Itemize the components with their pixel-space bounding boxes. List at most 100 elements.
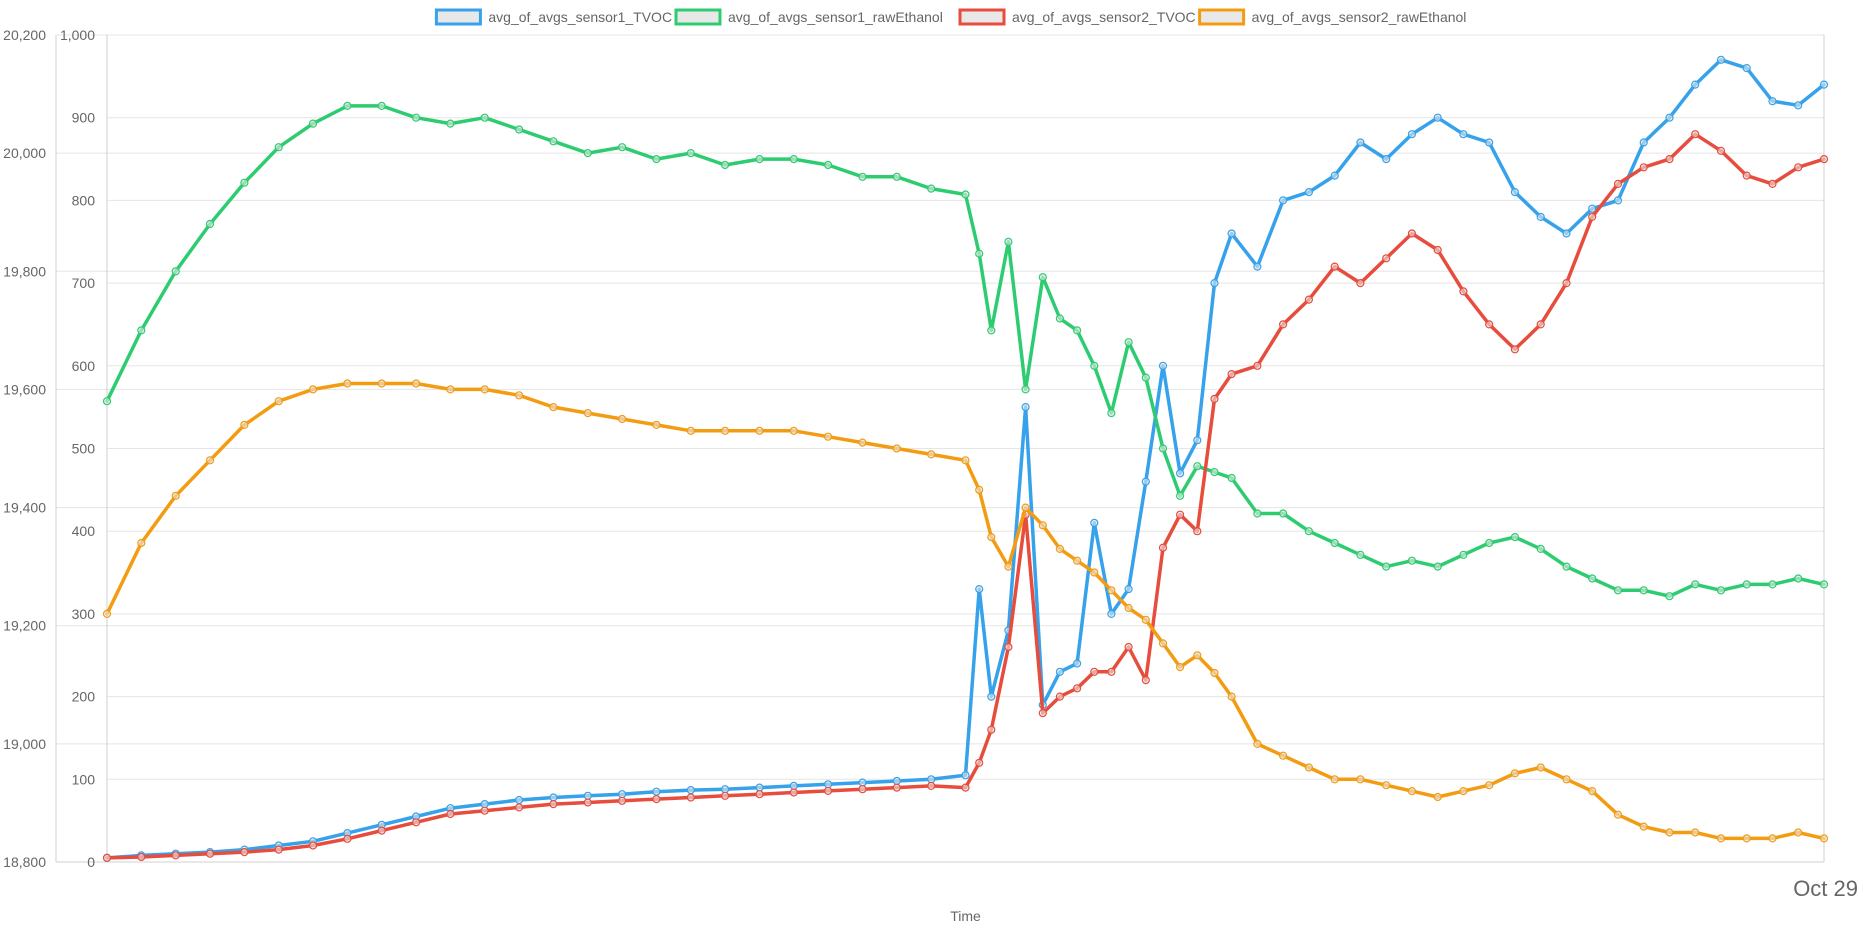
series-3-point-21[interactable]: [823, 432, 833, 441]
series-2-point-41[interactable]: [1227, 370, 1236, 379]
series-0-point-61[interactable]: [1742, 63, 1751, 73]
series-3-point-34[interactable]: [1107, 586, 1116, 595]
series-3-point-60[interactable]: [1716, 834, 1726, 843]
series-1-point-12[interactable]: [514, 125, 524, 134]
series-3-point-32[interactable]: [1072, 556, 1082, 565]
series-2-point-60[interactable]: [1716, 146, 1726, 155]
series-1-point-42[interactable]: [1253, 509, 1262, 518]
series-0-point-13[interactable]: [549, 793, 558, 802]
series-1-point-21[interactable]: [823, 160, 833, 170]
series-3-point-55[interactable]: [1588, 786, 1597, 796]
series-0-point-19[interactable]: [755, 783, 764, 792]
series-1-point-36[interactable]: [1141, 373, 1150, 382]
series-3-point-52[interactable]: [1510, 769, 1520, 778]
series-3-point-23[interactable]: [892, 444, 901, 453]
series-3-point-63[interactable]: [1794, 828, 1803, 837]
series-2-point-21[interactable]: [823, 786, 833, 796]
series-3-point-35[interactable]: [1124, 603, 1133, 613]
series-0-point-64[interactable]: [1819, 80, 1829, 89]
series-3-point-62[interactable]: [1768, 834, 1777, 843]
series-3-point-13[interactable]: [549, 403, 558, 412]
series-0-point-36[interactable]: [1141, 477, 1150, 486]
series-1-point-48[interactable]: [1407, 556, 1417, 565]
series-3-point-64[interactable]: [1819, 834, 1829, 843]
series-1-point-51[interactable]: [1485, 538, 1494, 548]
series-3-point-5[interactable]: [274, 397, 283, 406]
series-0-point-24[interactable]: [927, 775, 936, 784]
legend-item-1[interactable]: avg_of_avgs_sensor1_rawEthanol: [674, 8, 943, 26]
series-2-point-25[interactable]: [961, 783, 970, 792]
series-1-point-38[interactable]: [1175, 491, 1185, 500]
series-0-point-18[interactable]: [720, 785, 730, 794]
series-1-point-59[interactable]: [1691, 580, 1700, 589]
series-2-point-27[interactable]: [987, 725, 996, 734]
series-1-point-26[interactable]: [975, 249, 984, 258]
series-3-point-25[interactable]: [961, 456, 970, 465]
series-2-point-45[interactable]: [1330, 262, 1339, 271]
series-3-point-53[interactable]: [1536, 763, 1545, 772]
series-2-point-51[interactable]: [1485, 320, 1494, 329]
series-0-point-43[interactable]: [1278, 196, 1288, 205]
series-0-point-32[interactable]: [1072, 659, 1082, 668]
series-2-point-32[interactable]: [1072, 684, 1082, 693]
series-3-point-43[interactable]: [1278, 751, 1288, 760]
series-1-point-18[interactable]: [720, 160, 730, 170]
series-2-point-55[interactable]: [1588, 212, 1597, 221]
series-2-point-2[interactable]: [171, 851, 180, 860]
series-2-point-14[interactable]: [583, 798, 592, 807]
series-0-point-27[interactable]: [987, 692, 996, 701]
series-1-point-49[interactable]: [1433, 562, 1442, 571]
series-1-point-35[interactable]: [1124, 338, 1133, 347]
series-0-point-12[interactable]: [514, 795, 524, 805]
series-2-point-7[interactable]: [343, 834, 352, 843]
series-3-point-7[interactable]: [343, 379, 352, 388]
series-0-point-20[interactable]: [789, 781, 798, 791]
series-0-point-35[interactable]: [1124, 584, 1133, 594]
series-0-point-47[interactable]: [1382, 155, 1391, 164]
series-3-point-27[interactable]: [987, 532, 996, 542]
series-0-point-49[interactable]: [1433, 113, 1442, 122]
series-0-point-59[interactable]: [1691, 80, 1700, 89]
series-3-point-61[interactable]: [1742, 834, 1751, 843]
series-3-point-44[interactable]: [1304, 763, 1314, 772]
series-2-point-64[interactable]: [1819, 155, 1829, 164]
series-3-point-10[interactable]: [446, 385, 455, 394]
series-3-point-9[interactable]: [412, 379, 421, 388]
series-2-point-44[interactable]: [1304, 295, 1314, 304]
series-1-point-37[interactable]: [1158, 444, 1168, 453]
series-3-point-40[interactable]: [1210, 668, 1219, 678]
series-1-point-47[interactable]: [1382, 562, 1391, 571]
series-3-point-20[interactable]: [789, 426, 798, 435]
series-0-point-40[interactable]: [1210, 279, 1219, 288]
series-2-point-13[interactable]: [549, 799, 558, 809]
series-0-point-38[interactable]: [1175, 469, 1185, 478]
series-2-point-59[interactable]: [1691, 130, 1700, 139]
series-2-point-46[interactable]: [1356, 279, 1365, 288]
series-2-point-53[interactable]: [1536, 320, 1545, 329]
series-2-point-49[interactable]: [1433, 245, 1442, 255]
series-1-point-55[interactable]: [1588, 574, 1597, 583]
series-2-point-39[interactable]: [1193, 527, 1202, 536]
series-2-point-11[interactable]: [480, 806, 489, 815]
series-1-point-22[interactable]: [858, 172, 867, 181]
series-3-point-31[interactable]: [1055, 544, 1065, 554]
series-0-point-55[interactable]: [1588, 204, 1597, 213]
series-3-point-24[interactable]: [927, 450, 936, 459]
series-3-point-17[interactable]: [686, 426, 695, 435]
series-3-point-30[interactable]: [1038, 521, 1047, 530]
series-2-point-24[interactable]: [927, 781, 936, 791]
series-1-point-11[interactable]: [480, 113, 489, 122]
series-3-point-50[interactable]: [1459, 786, 1468, 796]
series-3-point-29[interactable]: [1021, 503, 1030, 512]
series-2-point-23[interactable]: [892, 783, 901, 792]
series-3-point-57[interactable]: [1639, 822, 1648, 831]
series-3-point-6[interactable]: [308, 385, 318, 394]
series-1-point-3[interactable]: [205, 219, 215, 229]
series-1-point-27[interactable]: [987, 326, 996, 335]
series-1-point-32[interactable]: [1072, 326, 1082, 335]
series-0-point-60[interactable]: [1716, 55, 1726, 64]
series-2-point-12[interactable]: [514, 803, 524, 812]
series-3-point-38[interactable]: [1175, 662, 1185, 672]
series-3-point-58[interactable]: [1665, 828, 1674, 837]
series-3-point-45[interactable]: [1330, 775, 1339, 784]
